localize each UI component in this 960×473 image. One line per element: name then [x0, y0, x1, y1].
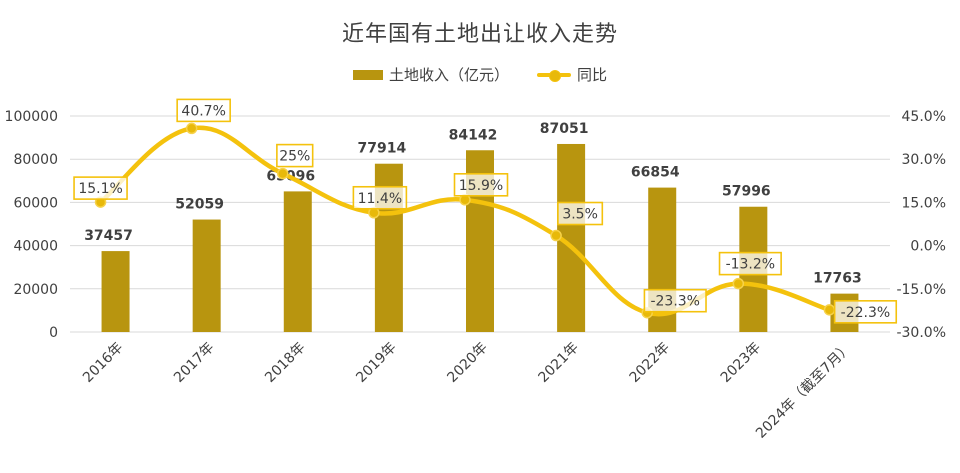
bar-value-label: 17763 — [813, 271, 862, 287]
yoy-label-box — [73, 176, 128, 200]
y-left-tick-label: 20000 — [13, 282, 58, 298]
y-right-tick-label: -15.0% — [896, 282, 946, 298]
bar-value-label: 84142 — [449, 127, 498, 143]
yoy-label-box — [557, 201, 604, 226]
y-left-tick-label: 0 — [49, 325, 58, 341]
yoy-label-box — [833, 300, 898, 324]
yoy-point — [732, 277, 745, 290]
y-left-tick-label: 80000 — [13, 152, 58, 168]
y-right-tick-label: -30.0% — [896, 325, 946, 341]
y-right-tick-label: 45.0% — [902, 109, 946, 125]
bar-value-label: 52059 — [175, 197, 224, 213]
y-left-tick-label: 60000 — [13, 195, 58, 211]
chart-title: 近年国有土地出让收入走势 — [341, 22, 618, 47]
legend-line-swatch — [537, 68, 571, 82]
legend-item-bar[interactable]: 土地收入（亿元） — [352, 64, 509, 85]
x-category-label: 2018年 — [262, 340, 308, 386]
legend-line-label: 同比 — [577, 66, 608, 84]
legend-bar-label: 土地收入（亿元） — [388, 66, 509, 84]
y-right-tick-label: 15.0% — [902, 195, 946, 211]
x-category-label: 2016年 — [80, 340, 126, 386]
x-category-label: 2023年 — [718, 340, 764, 386]
yoy-label-box — [453, 173, 509, 197]
bar-value-label: 77914 — [358, 141, 407, 157]
yoy-point — [185, 122, 198, 135]
yoy-label-box — [352, 185, 408, 210]
yoy-label-box — [718, 251, 782, 276]
yoy-value-label: 25% — [279, 149, 310, 165]
legend-item-line[interactable]: 同比 — [537, 64, 607, 85]
yoy-point — [550, 229, 562, 242]
x-category-label: 2020年 — [444, 340, 490, 386]
yoy-value-label: -23.3% — [650, 294, 700, 310]
yoy-label-box — [643, 288, 707, 313]
chart-legend: 土地收入（亿元） 同比 — [0, 64, 960, 85]
y-left-tick-label: 40000 — [13, 239, 58, 255]
x-category-label: 2017年 — [171, 340, 217, 386]
bar-value-label: 66854 — [631, 165, 680, 181]
bar — [101, 251, 130, 332]
x-category-label: 2019年 — [353, 340, 399, 386]
yoy-value-label: 11.4% — [358, 191, 402, 207]
yoy-label-box — [176, 98, 231, 123]
yoy-point — [823, 304, 836, 316]
yoy-label-box — [276, 143, 314, 168]
x-category-label: 2024年（截至7月） — [753, 340, 855, 442]
yoy-value-label: -13.2% — [726, 257, 776, 273]
bar-value-label: 57996 — [722, 184, 771, 200]
bar — [283, 191, 312, 332]
bar — [192, 219, 221, 332]
yoy-value-label: 40.7% — [181, 103, 225, 119]
yoy-value-label: 15.9% — [459, 178, 503, 194]
y-right-tick-label: 30.0% — [902, 152, 946, 168]
yoy-value-label: 3.5% — [562, 207, 598, 223]
legend-bar-swatch — [352, 69, 383, 80]
bar-value-label: 87051 — [540, 121, 589, 137]
yoy-value-label: 15.1% — [78, 181, 122, 197]
yoy-point — [277, 167, 289, 180]
x-category-label: 2021年 — [536, 340, 582, 386]
y-left-tick-label: 100000 — [5, 109, 58, 125]
yoy-value-label: -22.3% — [841, 305, 891, 321]
x-category-label: 2022年 — [627, 340, 673, 386]
bar-value-label: 37457 — [84, 228, 133, 244]
y-right-tick-label: 0.0% — [910, 239, 946, 255]
